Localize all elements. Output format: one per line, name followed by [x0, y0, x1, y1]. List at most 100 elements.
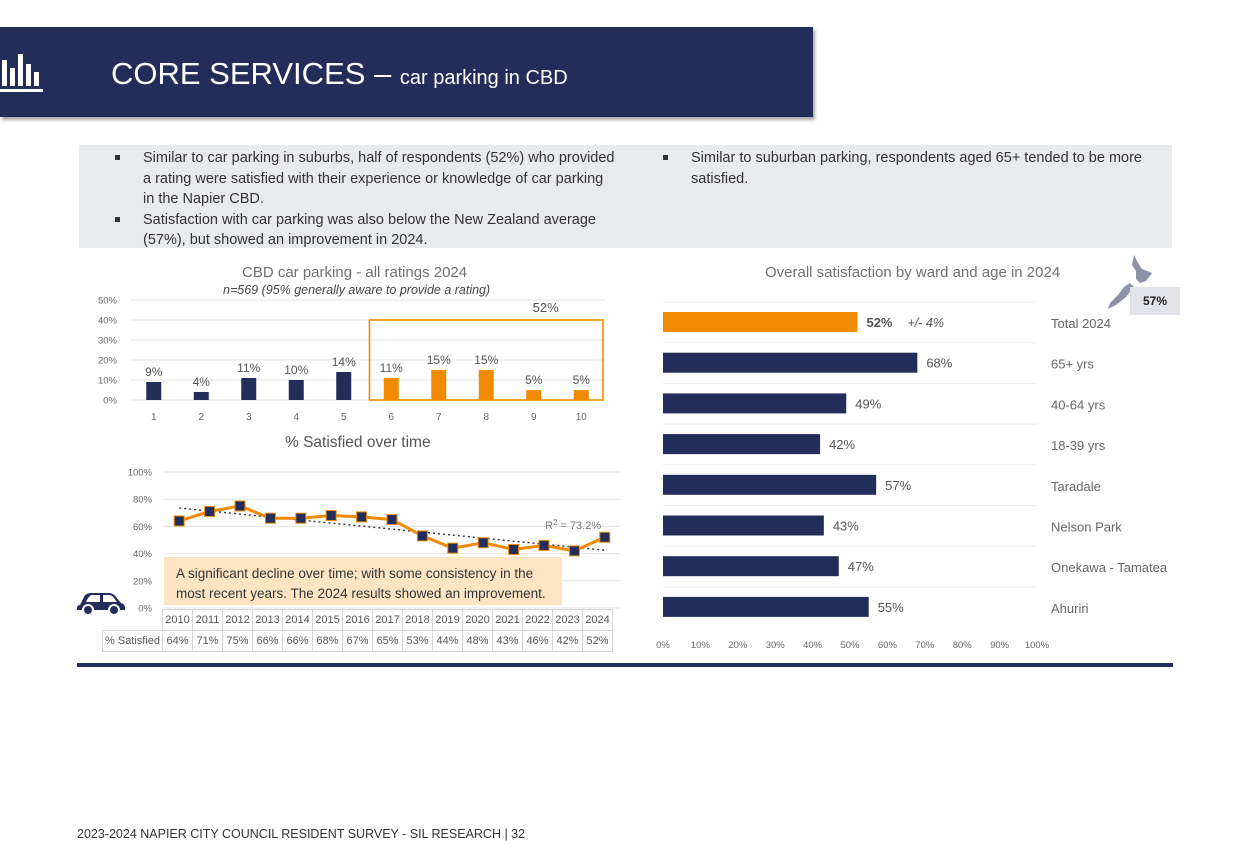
- bar: [663, 393, 847, 414]
- table-cell-year: 2018: [402, 609, 433, 631]
- bar: [526, 390, 542, 400]
- y-tick-label: 40%: [98, 316, 118, 327]
- y-tick-label: 30%: [98, 336, 118, 347]
- r2-label: R2 = 73.2%: [545, 518, 601, 532]
- bar: [478, 370, 494, 400]
- table-cell-year: 2010: [162, 609, 193, 631]
- bar: [573, 390, 589, 400]
- x-tick-label: 30%: [766, 640, 786, 651]
- x-tick-label: 6: [388, 412, 394, 423]
- table-row-label: % Satisfied: [102, 630, 163, 652]
- x-tick-label: 20%: [728, 640, 748, 651]
- trend-line: [179, 507, 605, 551]
- table-cell-year: 2015: [312, 609, 343, 631]
- bar: [663, 352, 918, 373]
- table-cell-value: 67%: [342, 630, 373, 652]
- bullet-item: Similar to car parking in suburbs, half …: [115, 148, 615, 210]
- x-tick-label: 70%: [915, 640, 935, 651]
- table-cell-value: 64%: [162, 630, 193, 652]
- table-cell-value: 52%: [582, 630, 613, 652]
- bar-data-label: 9%: [145, 365, 163, 379]
- x-tick-label: 90%: [990, 640, 1010, 651]
- summary-bullets-right: Similar to suburban parking, respondents…: [663, 148, 1168, 189]
- bullet-item: Satisfaction with car parking was also b…: [115, 210, 615, 251]
- data-point: [477, 537, 489, 549]
- table-cell-value: 53%: [402, 630, 433, 652]
- bar: [336, 372, 352, 400]
- x-tick-label: 100%: [1025, 640, 1050, 651]
- category-label: Onekawa - Tamatea: [1051, 560, 1168, 575]
- table-row-values: % Satisfied 64% 71% 75% 66% 66% 68% 67% 65% 53% 4…: [102, 630, 613, 652]
- table-cell-year: 2016: [342, 609, 373, 631]
- y-tick-label: 20%: [133, 576, 153, 587]
- table-cell-year: 2023: [552, 609, 583, 631]
- x-tick-label: 5: [341, 412, 347, 423]
- bar-data-label: 68%: [926, 356, 952, 371]
- table-cell-value: 46%: [522, 630, 553, 652]
- callout-note: A significant decline over time; with so…: [164, 557, 562, 605]
- bar-data-label: 43%: [833, 519, 859, 534]
- table-cell-year: 2014: [282, 609, 313, 631]
- data-point: [599, 531, 611, 543]
- bar-data-label: 52%: [866, 315, 892, 330]
- bar: [663, 556, 839, 577]
- table-cell-value: 48%: [462, 630, 493, 652]
- table-cell-value: 65%: [372, 630, 403, 652]
- y-tick-label: 0%: [103, 396, 117, 407]
- data-point: [295, 512, 307, 524]
- table-cell-year: 2024: [582, 609, 613, 631]
- category-label: 40-64 yrs: [1051, 397, 1106, 412]
- table-cell-blank: [103, 610, 163, 631]
- data-point: [538, 539, 550, 551]
- x-tick-label: 1: [151, 412, 157, 423]
- x-tick-label: 10: [576, 412, 588, 423]
- data-point: [234, 500, 246, 512]
- table-row-years: 2010 2011 2012 2013 2014 2015 2016 2017 2018 2019…: [103, 609, 613, 631]
- x-tick-label: 0%: [656, 640, 670, 651]
- page-title-sub: car parking in CBD: [399, 67, 568, 89]
- bar-data-label: 15%: [427, 353, 451, 367]
- bar: [663, 474, 877, 495]
- footer-divider: [77, 663, 1173, 667]
- table-cell-year: 2012: [222, 609, 253, 631]
- bar: [193, 392, 209, 400]
- nz-average-badge: 57%: [1130, 287, 1180, 315]
- data-point: [264, 512, 276, 524]
- table-cell-value: 44%: [432, 630, 463, 652]
- header-bar: [0, 27, 813, 117]
- table-cell-year: 2019: [432, 609, 463, 631]
- chart-title-over-time: % Satisfied over time: [285, 434, 431, 451]
- y-tick-label: 50%: [98, 296, 118, 307]
- data-point: [325, 510, 337, 522]
- bar-data-label: 14%: [332, 355, 356, 369]
- x-tick-label: 7: [436, 412, 442, 423]
- table-cell-value: 66%: [282, 630, 313, 652]
- category-label: 65+ yrs: [1051, 357, 1094, 372]
- table-cell-value: 71%: [192, 630, 223, 652]
- table-cell-value: 42%: [552, 630, 583, 652]
- x-tick-label: 10%: [691, 640, 711, 651]
- x-tick-label: 50%: [840, 640, 860, 651]
- bar-data-label: 5%: [573, 373, 591, 387]
- bar: [241, 378, 257, 400]
- data-point: [356, 511, 368, 523]
- bar-chart-icon: [0, 50, 45, 95]
- car-icon: [76, 588, 126, 616]
- bar: [663, 515, 824, 536]
- highlight-total-label: 52%: [533, 300, 559, 315]
- x-tick-label: 2: [198, 412, 204, 423]
- bar-data-label: 47%: [848, 559, 874, 574]
- y-tick-label: 0%: [138, 604, 152, 615]
- bar: [663, 312, 858, 332]
- data-point: [568, 545, 580, 557]
- summary-panel: Similar to car parking in suburbs, half …: [79, 145, 1172, 248]
- bar: [431, 370, 447, 400]
- bar-data-label: 11%: [237, 361, 260, 375]
- footer-text: 2023-2024 NAPIER CITY COUNCIL RESIDENT S…: [77, 827, 526, 841]
- bar: [663, 434, 821, 455]
- x-tick-label: 4: [293, 412, 299, 423]
- table-cell-value: 66%: [252, 630, 283, 652]
- bar: [146, 382, 162, 400]
- y-tick-label: 80%: [133, 495, 153, 506]
- category-label: Taradale: [1051, 479, 1101, 494]
